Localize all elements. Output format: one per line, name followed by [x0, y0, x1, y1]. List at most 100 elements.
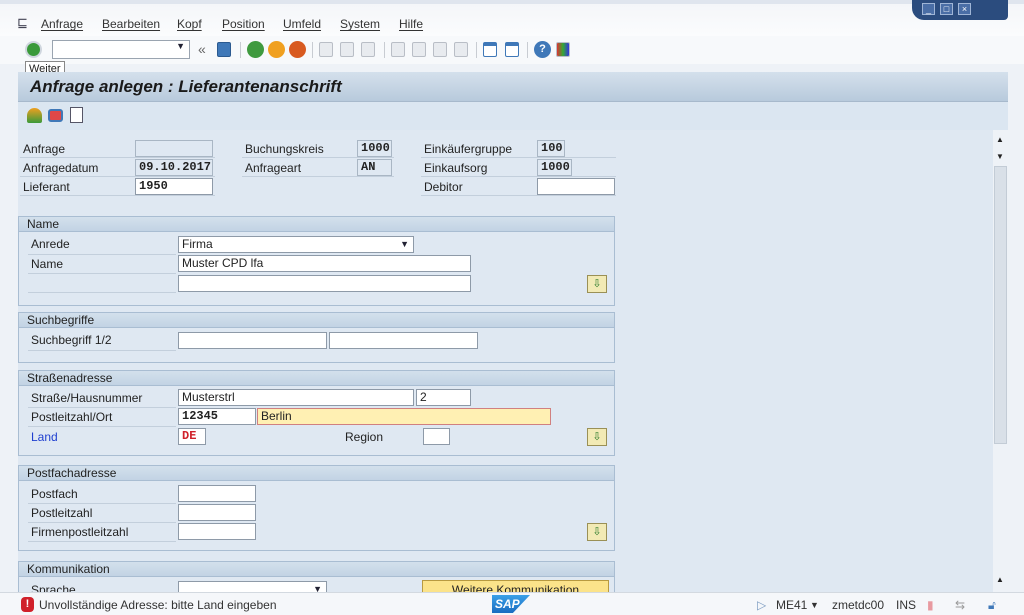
find-next-icon[interactable]	[361, 42, 375, 57]
enter-icon[interactable]	[25, 41, 42, 58]
edit-text-icon[interactable]	[70, 107, 83, 123]
error-icon: !	[21, 597, 34, 612]
strasse-field[interactable]: Musterstrl	[178, 389, 414, 406]
strasse-label: Straße/Hausnummer	[31, 391, 143, 405]
buchungskreis-field: 1000	[357, 140, 392, 157]
anfrage-field	[135, 140, 213, 157]
status-bar: ! Unvollständige Adresse: bitte Land ein…	[0, 592, 1024, 615]
menu-umfeld[interactable]: Umfeld	[283, 17, 322, 31]
help-icon[interactable]: ?	[534, 41, 551, 58]
scroll-up-icon[interactable]: ▲	[996, 135, 1004, 144]
find-icon[interactable]	[340, 42, 354, 57]
window-controls: _ □ ×	[912, 0, 1008, 20]
print-icon[interactable]	[319, 42, 333, 57]
sound-icon: ▮	[927, 598, 934, 612]
status-toggle-icon[interactable]: ▷	[757, 598, 767, 612]
name-group-title: Name	[19, 217, 614, 232]
customize-layout-icon[interactable]	[556, 42, 570, 57]
anrede-dropdown[interactable]: Firma	[178, 236, 414, 253]
status-message[interactable]: Unvollständige Adresse: bitte Land einge…	[39, 598, 277, 612]
save-icon[interactable]	[217, 42, 231, 57]
more-postfach-button[interactable]: ⇩	[587, 523, 607, 541]
application-toolbar	[18, 102, 1008, 130]
name-field[interactable]: Muster CPD lfa	[178, 255, 471, 272]
plz-ort-label: Postleitzahl/Ort	[31, 410, 113, 424]
shortcut-icon[interactable]	[505, 42, 519, 57]
last-page-icon[interactable]	[454, 42, 468, 57]
anfragedatum-label: Anfragedatum	[23, 161, 99, 175]
name2-field[interactable]	[178, 275, 471, 292]
back-icon[interactable]	[247, 41, 264, 58]
einkaufsorg-field: 1000	[537, 159, 572, 176]
menu-bar: ⊑ Anfrage Bearbeiten Kopf Position Umfel…	[0, 0, 1024, 36]
close-icon[interactable]: ×	[958, 3, 971, 15]
maximize-icon[interactable]: □	[940, 3, 953, 15]
anfragedatum-field: 09.10.2017	[135, 159, 213, 176]
command-field[interactable]	[52, 40, 190, 59]
menu-bearbeiten[interactable]: Bearbeiten	[102, 17, 161, 31]
more-names-button[interactable]: ⇩	[587, 275, 607, 293]
postfach-plz-label: Postleitzahl	[31, 506, 93, 520]
menu-hilfe[interactable]: Hilfe	[399, 17, 424, 31]
postfachadresse-group: Postfachadresse	[18, 465, 615, 551]
minimize-icon[interactable]: _	[922, 3, 935, 15]
postleitzahl-field[interactable]: 12345	[178, 408, 256, 425]
transaction-dropdown-icon[interactable]: ▼	[810, 600, 819, 610]
first-page-icon[interactable]	[391, 42, 405, 57]
strassenadresse-group-title: Straßenadresse	[19, 371, 614, 386]
header-icon[interactable]	[48, 109, 63, 122]
region-label: Region	[345, 430, 384, 444]
lieferant-field[interactable]: 1950	[135, 178, 213, 195]
name-label: Name	[31, 257, 64, 271]
land-field[interactable]: DE	[178, 428, 206, 445]
sap-logo: SAP	[492, 595, 530, 613]
anfrageart-label: Anfrageart	[245, 161, 302, 175]
lock-icon: 🔓︎	[988, 598, 996, 612]
partner-icon[interactable]	[27, 108, 42, 123]
anfrageart-field: AN	[357, 159, 392, 176]
scroll-page-up-icon[interactable]: ▲	[996, 575, 1004, 584]
insert-mode[interactable]: INS	[896, 598, 917, 612]
firmenpostleitzahl-field[interactable]	[178, 523, 256, 540]
region-field[interactable]	[423, 428, 450, 445]
postfach-label: Postfach	[31, 487, 78, 501]
kommunikation-group-title: Kommunikation	[19, 562, 614, 577]
suchbegriff1-field[interactable]	[178, 332, 327, 349]
system-menu-icon[interactable]: ⊑	[17, 15, 28, 30]
cancel-icon[interactable]	[289, 41, 306, 58]
menu-anfrage[interactable]: Anfrage	[41, 17, 84, 31]
postfachadresse-group-title: Postfachadresse	[19, 466, 614, 481]
title-bar: Anfrage anlegen : Lieferantenanschrift	[18, 72, 1008, 102]
anrede-label: Anrede	[31, 237, 70, 251]
menu-position[interactable]: Position	[222, 17, 265, 31]
prev-page-icon[interactable]	[412, 42, 426, 57]
transaction-code[interactable]: ME41	[776, 598, 808, 612]
einkaeufergruppe-label: Einkäufergruppe	[424, 142, 513, 156]
more-address-button[interactable]: ⇩	[587, 428, 607, 446]
ort-field[interactable]: Berlin	[257, 408, 551, 425]
lieferant-label: Lieferant	[23, 180, 70, 194]
einkaeufergruppe-field: 100	[537, 140, 565, 157]
vertical-scrollbar[interactable]: ▲ ▼ ▲ ▼	[993, 132, 1008, 599]
postfach-plz-field[interactable]	[178, 504, 256, 521]
anfrage-label: Anfrage	[23, 142, 66, 156]
menu-system[interactable]: System	[340, 17, 381, 31]
new-session-icon[interactable]	[483, 42, 497, 57]
suchbegriffe-group-title: Suchbegriffe	[19, 313, 614, 328]
land-label[interactable]: Land	[31, 430, 58, 444]
scroll-thumb[interactable]	[994, 166, 1007, 444]
scroll-page-down-icon[interactable]: ▼	[996, 152, 1004, 161]
suchbegriff2-field[interactable]	[329, 332, 478, 349]
debitor-field[interactable]	[537, 178, 615, 195]
exit-icon[interactable]	[268, 41, 285, 58]
collapse-icon[interactable]: «	[198, 41, 206, 57]
next-page-icon[interactable]	[433, 42, 447, 57]
menu-kopf[interactable]: Kopf	[177, 17, 202, 31]
buchungskreis-label: Buchungskreis	[245, 142, 324, 156]
hausnummer-field[interactable]: 2	[416, 389, 471, 406]
debitor-label: Debitor	[424, 180, 463, 194]
postfach-field[interactable]	[178, 485, 256, 502]
einkaufsorg-label: Einkaufsorg	[424, 161, 488, 175]
firmenpostleitzahl-label: Firmenpostleitzahl	[31, 525, 129, 539]
page-title: Anfrage anlegen : Lieferantenanschrift	[30, 77, 342, 96]
